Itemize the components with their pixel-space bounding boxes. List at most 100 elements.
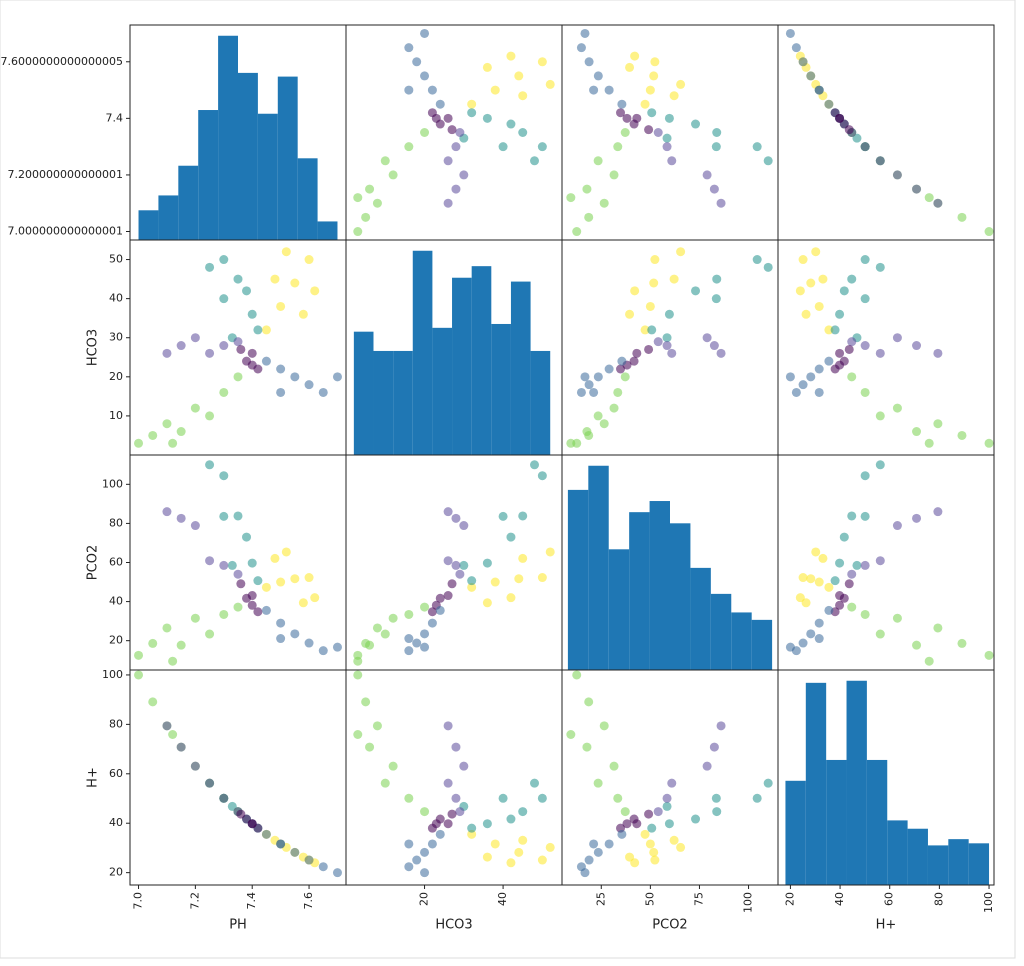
point (763, 262, 773, 272)
point (190, 761, 200, 771)
point (404, 634, 414, 644)
hist-bar (710, 593, 732, 670)
point (518, 91, 528, 101)
point (625, 62, 635, 72)
point (875, 460, 885, 470)
point (924, 656, 934, 666)
point (617, 356, 627, 366)
x-tick-label: 75 (692, 892, 705, 906)
y-axis-label: PCO2 (86, 545, 101, 580)
point (649, 71, 659, 81)
point (875, 411, 885, 421)
point (236, 344, 246, 354)
point (824, 605, 834, 615)
point (310, 286, 320, 296)
point (912, 640, 922, 650)
point (662, 333, 672, 343)
point (824, 356, 834, 366)
point (162, 507, 172, 517)
cell (785, 28, 994, 237)
y-tick-label: 7.4 (106, 111, 124, 124)
point (653, 128, 663, 137)
point (912, 184, 922, 194)
point (431, 819, 441, 829)
point (604, 85, 614, 95)
point (190, 403, 200, 413)
point (205, 460, 215, 470)
point (847, 274, 857, 284)
hist-bar (608, 549, 630, 670)
point (420, 71, 430, 81)
hist-bar (588, 465, 609, 670)
cell (785, 460, 994, 666)
point (404, 142, 414, 152)
cell (566, 247, 773, 448)
point (640, 829, 650, 839)
point (233, 274, 243, 284)
point (632, 113, 642, 123)
point (247, 558, 257, 568)
point (219, 609, 229, 619)
point (467, 823, 477, 833)
point (276, 618, 286, 628)
x-axis-label: H+ (876, 918, 897, 933)
point (814, 364, 824, 374)
point (625, 309, 635, 319)
point (537, 57, 547, 67)
point (801, 598, 811, 608)
point (518, 835, 528, 845)
point (589, 839, 599, 849)
point (716, 721, 726, 731)
point (506, 858, 516, 868)
point (247, 309, 257, 319)
point (912, 427, 922, 437)
point (702, 333, 712, 343)
point (431, 113, 441, 123)
point (380, 778, 390, 788)
point (427, 85, 437, 95)
point (912, 341, 922, 351)
point (709, 341, 719, 351)
point (290, 629, 300, 639)
point (490, 85, 500, 95)
point (205, 778, 215, 788)
point (599, 721, 609, 731)
y-tick-label: 100 (102, 477, 123, 490)
point (365, 742, 375, 752)
point (412, 57, 422, 67)
hist-bar (846, 680, 867, 885)
point (662, 341, 672, 351)
point (716, 348, 726, 358)
hist-bar (158, 195, 179, 240)
point (613, 387, 623, 397)
hist-bar (948, 839, 969, 885)
point (420, 128, 430, 137)
point (814, 618, 824, 628)
point (650, 255, 660, 265)
point (498, 142, 508, 152)
point (795, 286, 805, 296)
point (514, 847, 524, 857)
point (811, 547, 821, 557)
point (427, 607, 437, 617)
point (537, 471, 547, 481)
point (253, 325, 263, 335)
point (498, 511, 508, 521)
point (582, 742, 592, 752)
point (176, 742, 186, 752)
point (459, 170, 469, 180)
point (835, 348, 845, 358)
point (443, 156, 453, 166)
point (506, 119, 516, 129)
point (785, 642, 795, 652)
point (811, 247, 821, 257)
point (447, 809, 457, 819)
point (892, 403, 902, 413)
point (835, 360, 845, 370)
point (545, 79, 555, 89)
point (261, 356, 271, 366)
point (609, 170, 619, 180)
point (572, 670, 582, 680)
point (847, 569, 857, 579)
point (365, 640, 375, 650)
